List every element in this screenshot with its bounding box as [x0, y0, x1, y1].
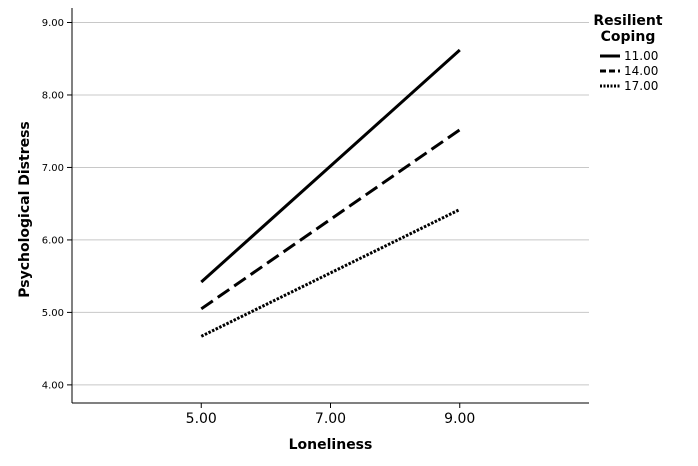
x-tick-label: 7.00 — [315, 411, 346, 427]
y-axis-title: Psychological Distress — [17, 121, 33, 298]
y-tick-label: 5.00 — [42, 308, 64, 319]
series-line-11-00 — [200, 48, 461, 284]
legend-label: 11.00 — [624, 49, 658, 63]
x-axis-title: Loneliness — [289, 437, 373, 453]
grid-lines — [72, 21, 589, 386]
series-line-17-00 — [200, 208, 461, 338]
y-tick-label: 4.00 — [42, 380, 64, 391]
legend-label: 14.00 — [624, 64, 658, 78]
legend-title-line-1: Resilient — [593, 13, 662, 29]
y-tick-label: 7.00 — [42, 163, 64, 174]
x-tick-label: 5.00 — [186, 411, 217, 427]
series-line-14-00 — [200, 128, 461, 311]
x-tick-label: 9.00 — [444, 411, 475, 427]
x-axis-ticks: 5.00 7.00 9.00 — [186, 403, 475, 427]
y-tick-label: 9.00 — [42, 18, 64, 29]
y-tick-label: 8.00 — [42, 90, 64, 101]
y-tick-label: 6.00 — [42, 235, 64, 246]
legend-label: 17.00 — [624, 79, 658, 93]
y-axis-ticks: 4.00 5.00 6.00 7.00 8.00 9.00 — [42, 18, 72, 391]
legend-title-line-2: Coping — [601, 29, 656, 45]
series-lines — [200, 48, 461, 338]
axes — [71, 8, 589, 404]
